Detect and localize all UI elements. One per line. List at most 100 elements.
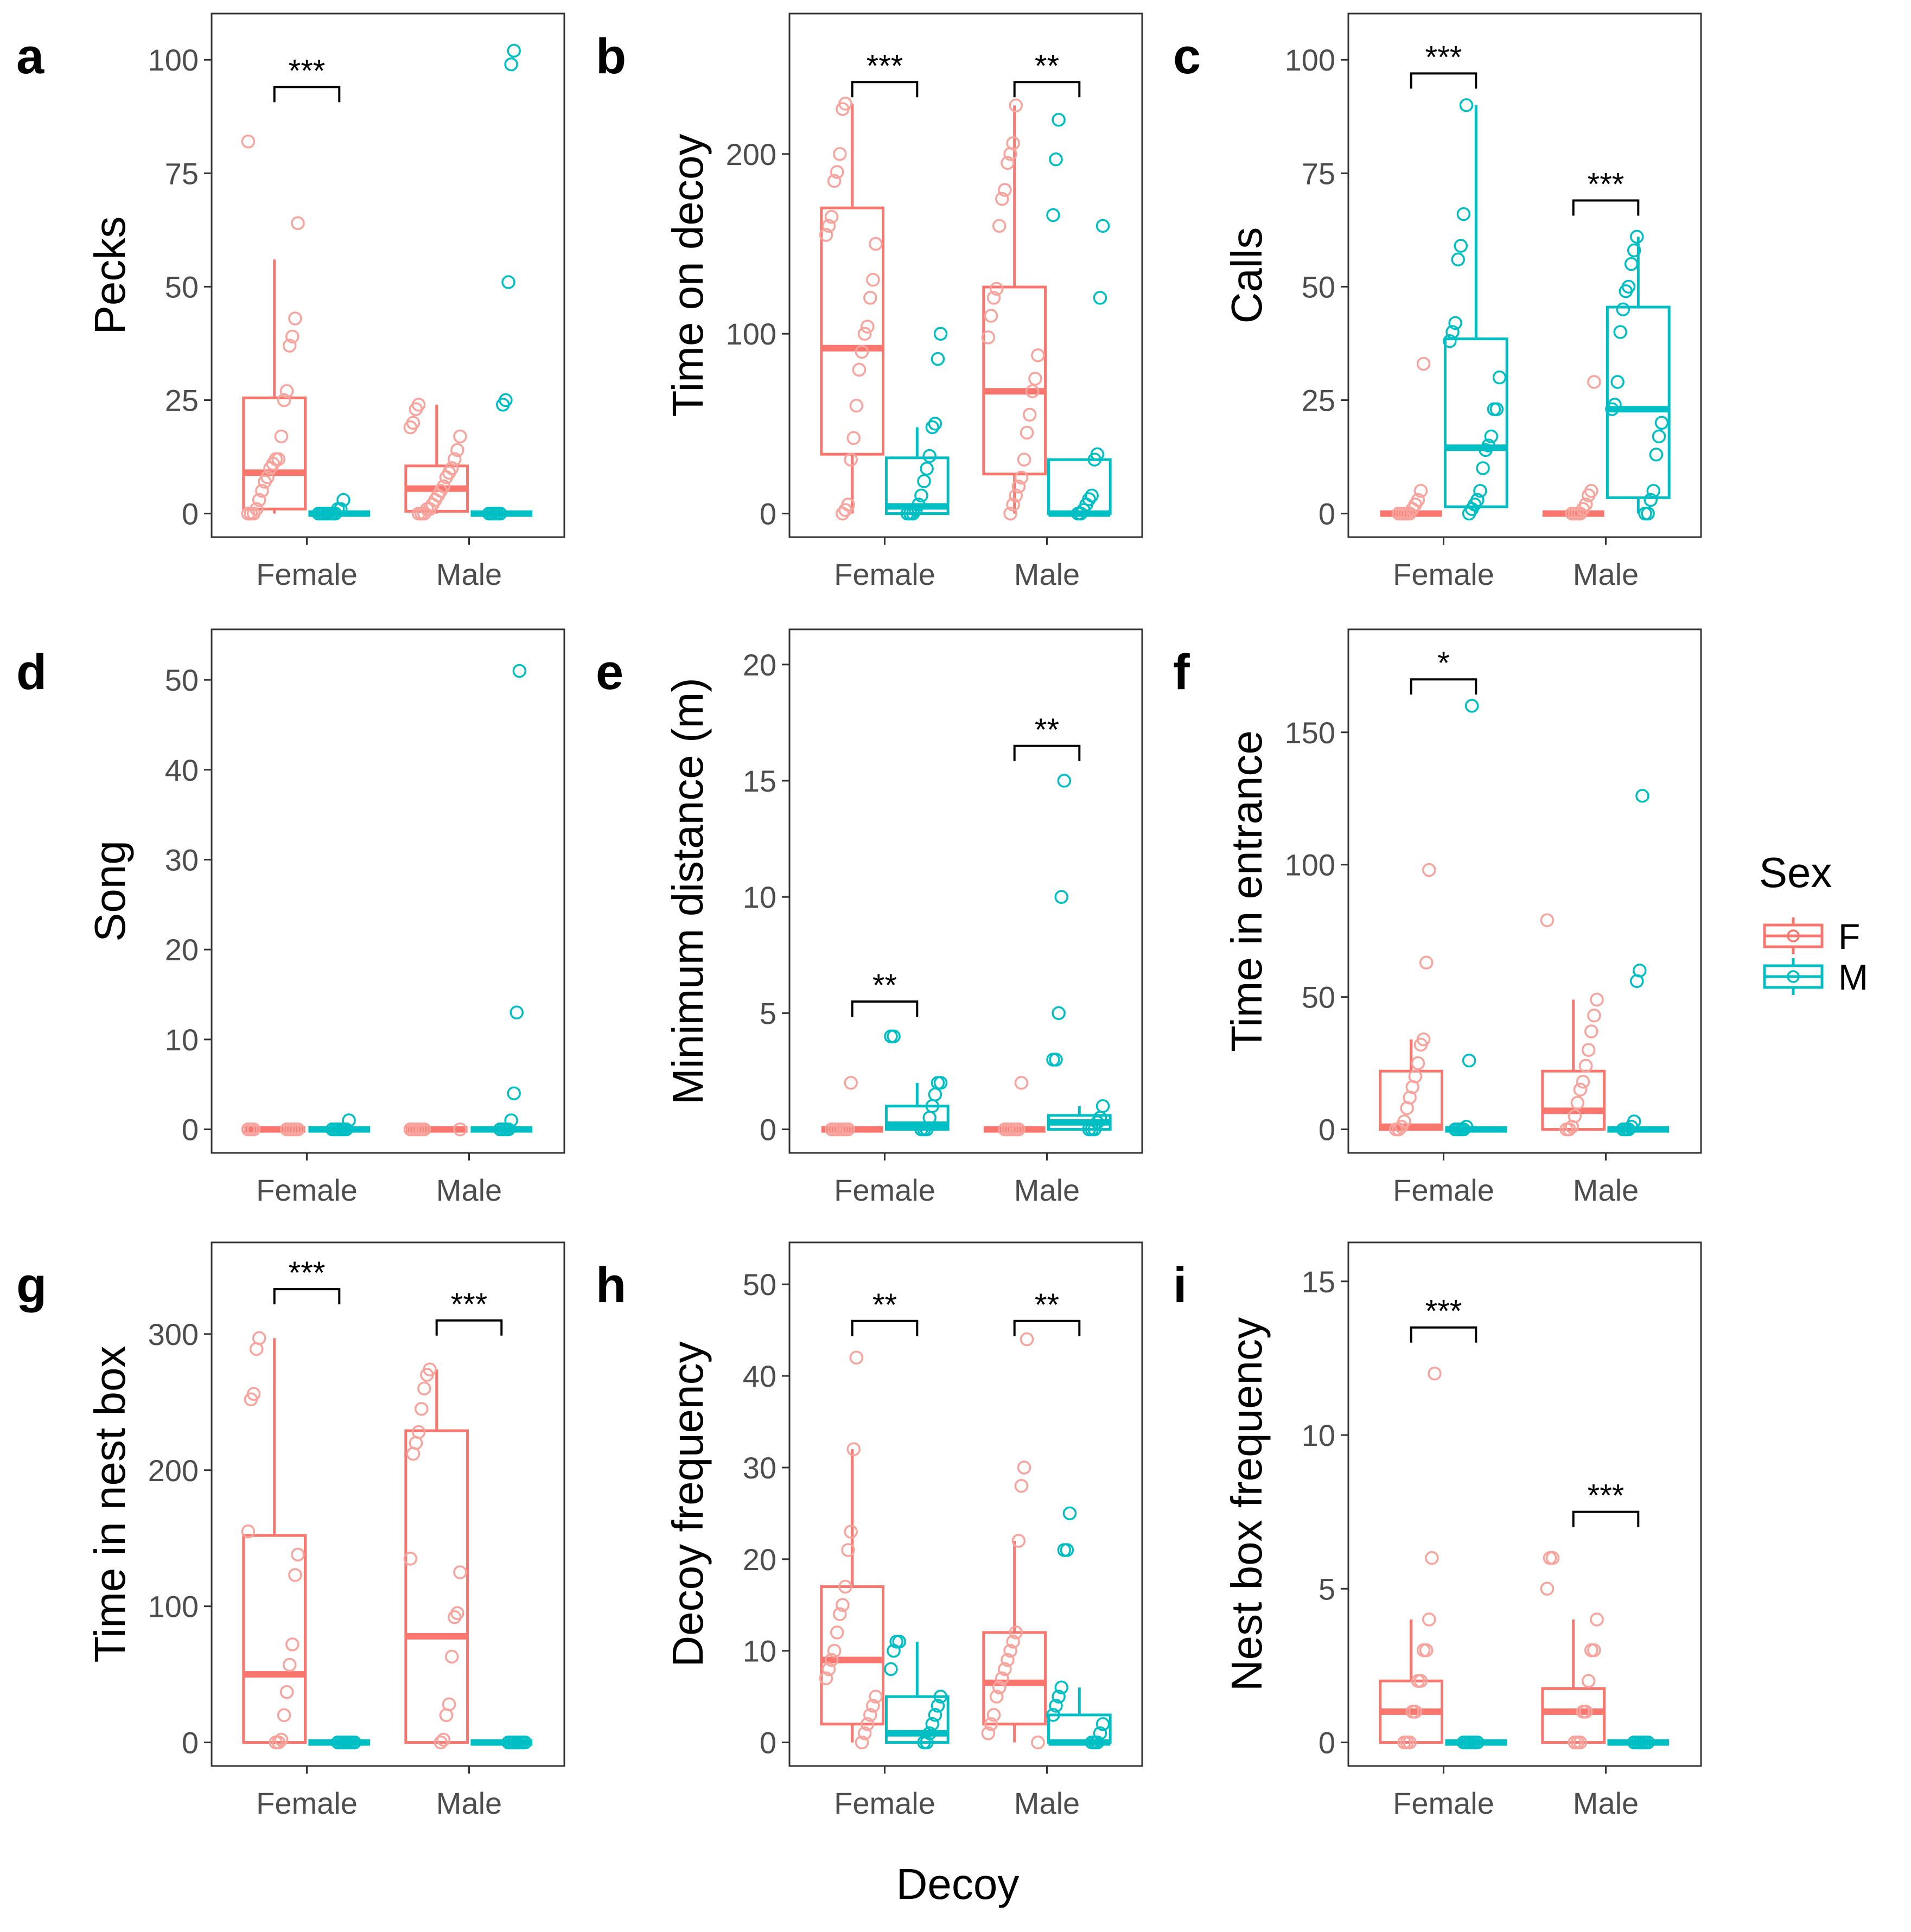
data-point bbox=[1006, 498, 1020, 512]
data-point bbox=[417, 1381, 431, 1395]
box-male-F bbox=[1540, 1551, 1606, 1750]
significance-male: *** bbox=[1572, 167, 1640, 216]
y-tick-label: 200 bbox=[726, 137, 776, 171]
significance-label: *** bbox=[289, 53, 326, 88]
data-point bbox=[1052, 1006, 1066, 1021]
significance-male: ** bbox=[1013, 1287, 1081, 1336]
data-point bbox=[931, 352, 945, 366]
y-tick-label: 0 bbox=[182, 1113, 199, 1147]
box-female-F bbox=[1379, 863, 1444, 1137]
box-male-M bbox=[470, 1735, 533, 1750]
significance-label: ** bbox=[872, 1287, 897, 1323]
data-point bbox=[917, 474, 931, 488]
data-point bbox=[1646, 484, 1661, 498]
y-tick-label: 5 bbox=[1318, 1572, 1335, 1606]
y-tick-label: 100 bbox=[148, 1590, 199, 1624]
data-point bbox=[838, 1579, 852, 1594]
data-point bbox=[1095, 1717, 1110, 1731]
data-point bbox=[252, 493, 266, 507]
data-point bbox=[984, 1717, 998, 1731]
data-point bbox=[1022, 407, 1037, 422]
panel-letter: d bbox=[16, 645, 47, 700]
data-point bbox=[282, 339, 297, 353]
box-female-M bbox=[308, 1113, 371, 1137]
y-tick-label: 0 bbox=[760, 1726, 776, 1760]
x-tick-label: Female bbox=[256, 1786, 358, 1820]
x-tick-label: Female bbox=[1393, 1786, 1494, 1820]
data-point bbox=[411, 506, 426, 521]
data-point bbox=[900, 506, 915, 521]
data-point bbox=[1630, 974, 1644, 989]
panel-border bbox=[788, 628, 1143, 1154]
data-point bbox=[1576, 1075, 1590, 1089]
data-point bbox=[844, 452, 858, 467]
box-female-M bbox=[1445, 1735, 1507, 1750]
panel-letter: c bbox=[1173, 29, 1201, 84]
data-point bbox=[1484, 429, 1499, 444]
y-tick-label: 50 bbox=[165, 663, 199, 697]
data-point bbox=[285, 329, 300, 344]
data-point bbox=[995, 192, 1009, 206]
data-point bbox=[1028, 372, 1042, 386]
significance-label: *** bbox=[1425, 1294, 1462, 1329]
data-point bbox=[241, 135, 256, 149]
data-point bbox=[1616, 302, 1630, 316]
data-point bbox=[925, 1717, 940, 1731]
y-tick-label: 75 bbox=[165, 156, 199, 190]
data-point bbox=[830, 165, 844, 179]
data-point bbox=[860, 1717, 875, 1731]
data-point bbox=[263, 461, 277, 475]
data-point bbox=[1570, 1096, 1585, 1110]
legend-label: M bbox=[1838, 957, 1868, 997]
x-tick-label: Male bbox=[436, 1786, 502, 1820]
data-point bbox=[846, 1442, 861, 1456]
data-point bbox=[989, 282, 1004, 296]
data-point bbox=[981, 330, 996, 345]
data-point bbox=[1049, 1699, 1063, 1713]
data-point bbox=[846, 431, 861, 445]
box-female-F bbox=[819, 97, 885, 521]
data-point bbox=[869, 1689, 883, 1704]
data-point bbox=[255, 484, 269, 498]
y-tick-label: 0 bbox=[182, 497, 199, 531]
data-point bbox=[512, 664, 527, 678]
data-point bbox=[1095, 219, 1110, 233]
data-point bbox=[1416, 356, 1431, 371]
data-point bbox=[1635, 789, 1649, 803]
data-point bbox=[914, 488, 928, 503]
data-point bbox=[244, 1392, 258, 1407]
data-point bbox=[819, 1671, 833, 1686]
data-point bbox=[981, 1726, 996, 1740]
data-point bbox=[986, 291, 1001, 305]
significance-label: ** bbox=[872, 968, 897, 1003]
y-tick-label: 10 bbox=[743, 880, 776, 914]
data-point bbox=[453, 1122, 467, 1137]
data-point bbox=[1619, 284, 1633, 298]
data-point bbox=[1448, 316, 1462, 330]
y-tick-label: 0 bbox=[760, 497, 776, 531]
data-point bbox=[998, 1122, 1012, 1137]
panel-border bbox=[211, 12, 565, 538]
significance-male: *** bbox=[1572, 1478, 1640, 1527]
data-point bbox=[1400, 1101, 1414, 1115]
data-point bbox=[1057, 1543, 1072, 1557]
box-iqr bbox=[1606, 305, 1671, 499]
data-point bbox=[928, 1708, 942, 1722]
data-point bbox=[998, 183, 1012, 197]
data-point bbox=[1641, 506, 1655, 521]
box-female-M bbox=[308, 493, 371, 521]
data-point bbox=[860, 320, 875, 334]
data-point bbox=[1405, 1705, 1419, 1719]
data-point bbox=[1462, 506, 1476, 521]
data-point bbox=[279, 1685, 294, 1699]
data-point bbox=[866, 1699, 880, 1713]
data-point bbox=[1062, 1506, 1077, 1521]
data-point bbox=[1454, 239, 1468, 253]
data-point bbox=[869, 237, 883, 251]
data-point bbox=[824, 1653, 839, 1667]
y-tick-label: 0 bbox=[1318, 497, 1335, 531]
y-tick-label: 10 bbox=[743, 1634, 776, 1668]
data-point bbox=[258, 475, 272, 489]
y-tick-label: 10 bbox=[165, 1023, 199, 1057]
data-point bbox=[1014, 470, 1029, 485]
